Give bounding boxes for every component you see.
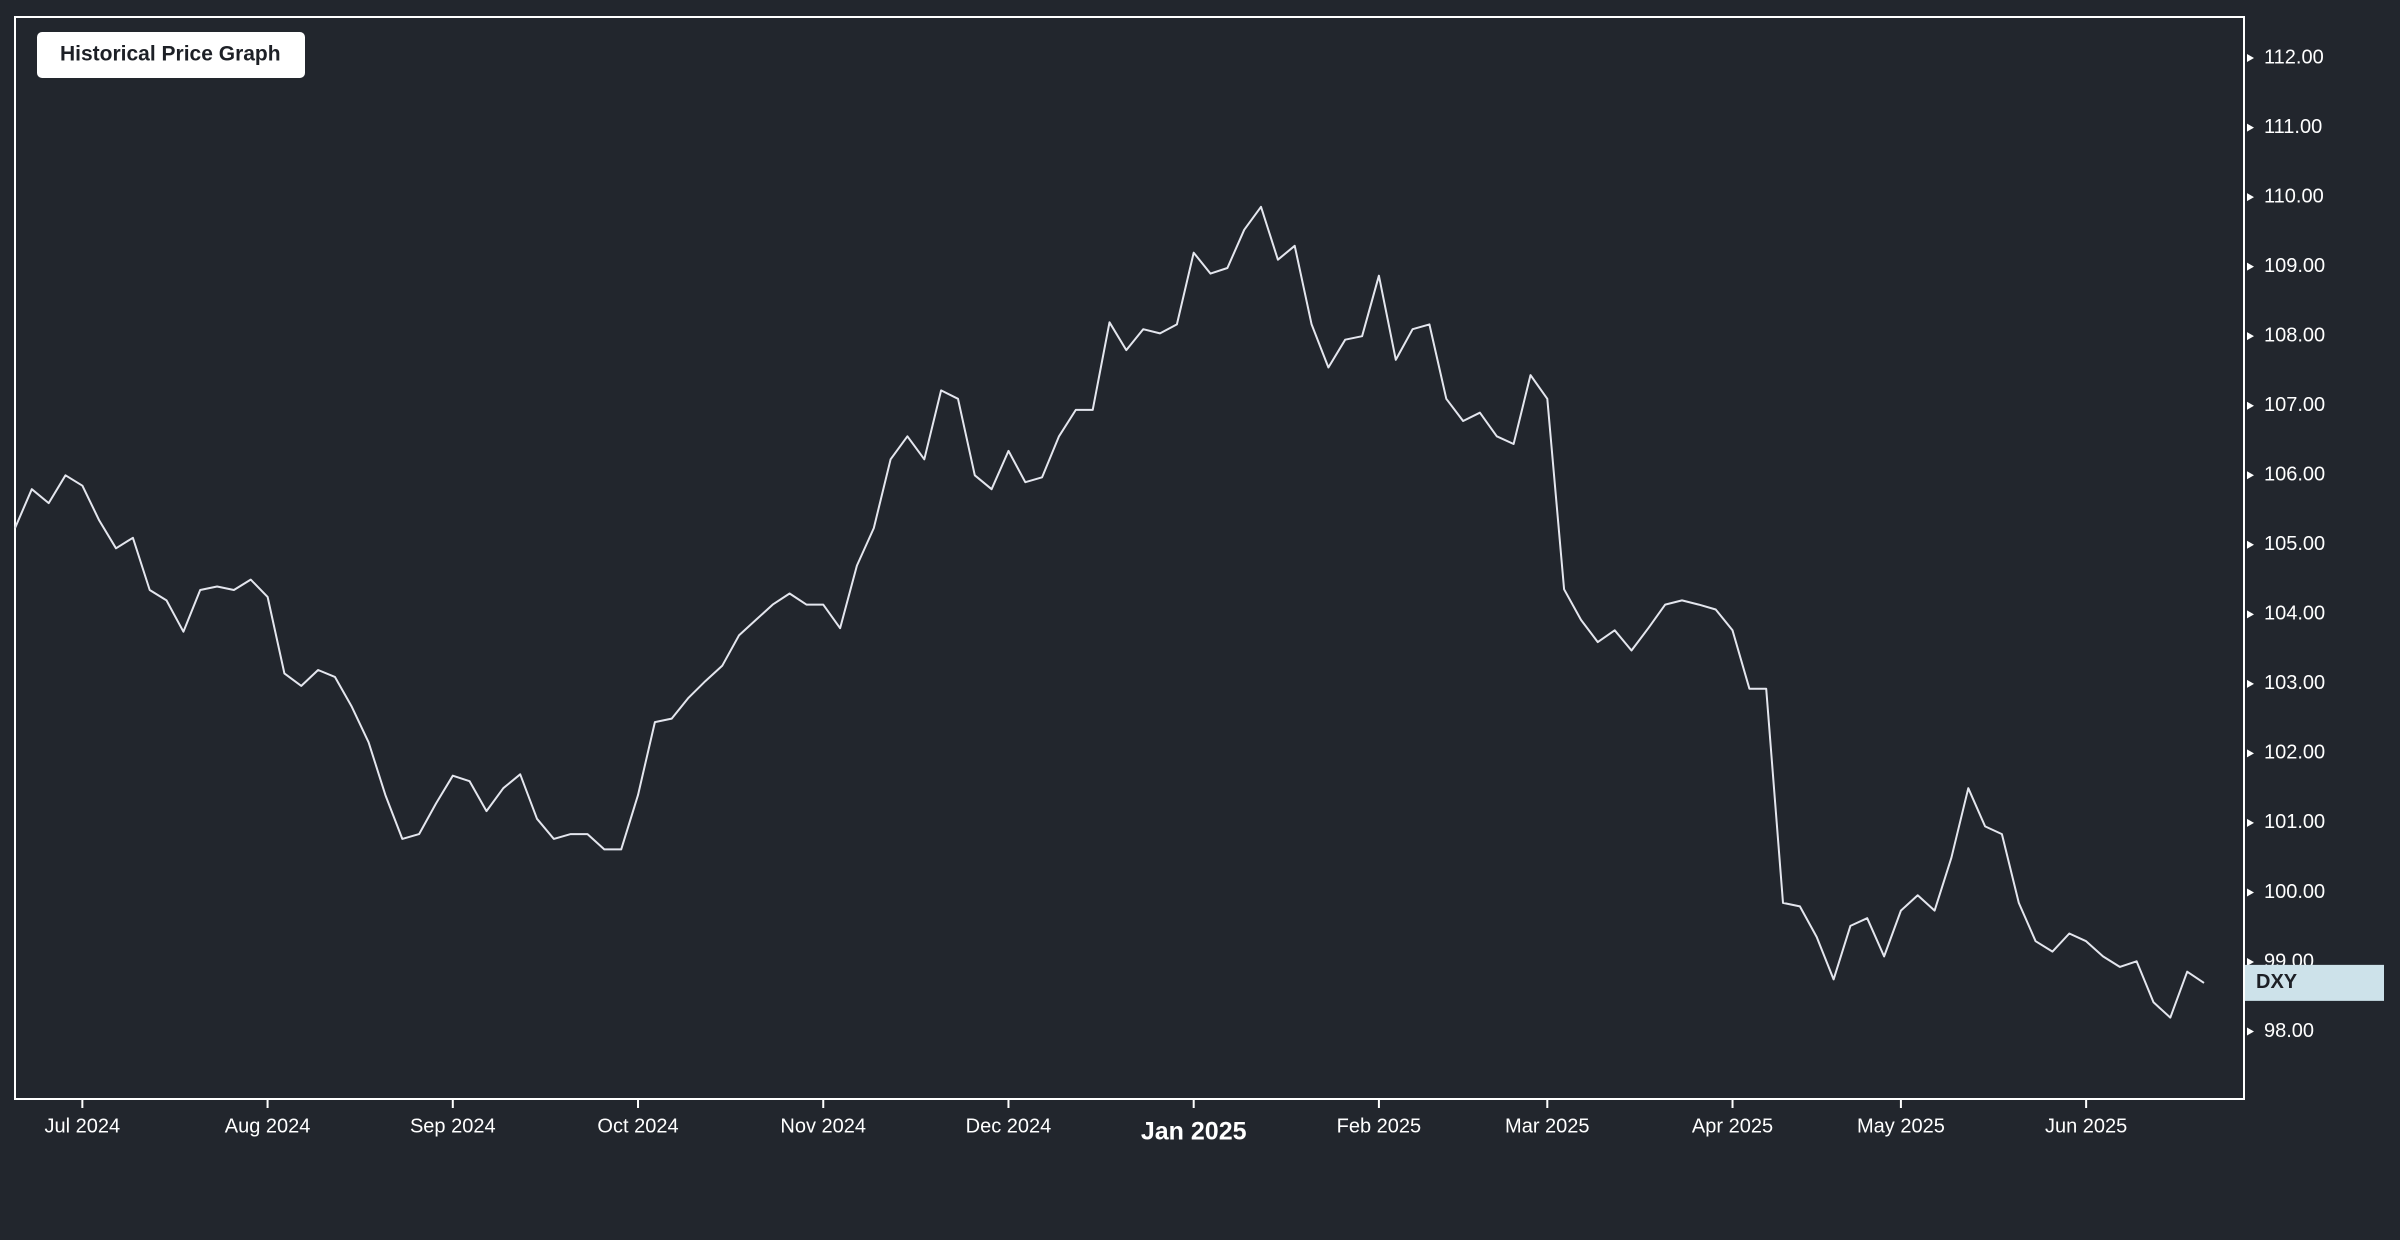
y-tick-mark bbox=[2247, 610, 2254, 619]
x-tick-label: Nov 2024 bbox=[780, 1115, 866, 1137]
y-tick-label: 111.00 bbox=[2264, 116, 2322, 138]
title-box bbox=[37, 32, 305, 78]
x-tick-label: Oct 2024 bbox=[597, 1115, 678, 1137]
series-tag bbox=[2245, 964, 2384, 1001]
y-tick-mark bbox=[2247, 54, 2254, 63]
y-tick-mark bbox=[2247, 540, 2254, 549]
y-tick-label: 105.00 bbox=[2264, 533, 2325, 555]
y-tick-mark bbox=[2247, 401, 2254, 410]
y-tick-mark bbox=[2247, 888, 2254, 897]
y-tick-label: 107.00 bbox=[2264, 394, 2325, 416]
y-tick-mark bbox=[2247, 262, 2254, 271]
price-line bbox=[14, 205, 2205, 1019]
y-tick-mark bbox=[2247, 679, 2254, 688]
y-tick-label: 106.00 bbox=[2264, 464, 2325, 486]
x-tick-label: Feb 2025 bbox=[1337, 1115, 1422, 1137]
y-tick-label: 101.00 bbox=[2264, 811, 2325, 833]
series-tag-label: DXY bbox=[2256, 971, 2298, 993]
y-tick-mark bbox=[2247, 193, 2254, 202]
y-tick-label: 112.00 bbox=[2264, 46, 2324, 68]
y-tick-label: 108.00 bbox=[2264, 324, 2325, 346]
y-tick-label: 100.00 bbox=[2264, 881, 2325, 903]
x-tick-label: Dec 2024 bbox=[966, 1115, 1052, 1137]
y-tick-label: 103.00 bbox=[2264, 672, 2325, 694]
y-tick-mark bbox=[2247, 471, 2254, 480]
x-tick-label: Jan 2025 bbox=[1141, 1118, 1247, 1146]
y-tick-mark bbox=[2247, 332, 2254, 341]
x-tick-label: Aug 2024 bbox=[225, 1115, 311, 1137]
y-tick-label: 98.00 bbox=[2264, 1020, 2314, 1042]
x-tick-label: Mar 2025 bbox=[1505, 1115, 1590, 1137]
chart-title: Historical Price Graph bbox=[60, 43, 281, 66]
y-tick-mark bbox=[2247, 123, 2254, 132]
y-tick-mark bbox=[2247, 958, 2254, 967]
y-tick-mark bbox=[2247, 818, 2254, 827]
y-tick-label: 109.00 bbox=[2264, 255, 2325, 277]
y-tick-label: 102.00 bbox=[2264, 742, 2325, 764]
y-tick-label: 104.00 bbox=[2264, 603, 2325, 625]
x-tick-label: Sep 2024 bbox=[410, 1115, 496, 1137]
y-tick-mark bbox=[2247, 1027, 2254, 1036]
x-tick-label: May 2025 bbox=[1857, 1115, 1945, 1137]
x-tick-label: Jun 2025 bbox=[2045, 1115, 2127, 1137]
x-tick-label: Jul 2024 bbox=[45, 1115, 121, 1137]
x-tick-label: Apr 2025 bbox=[1692, 1115, 1773, 1137]
plot-border bbox=[14, 16, 2245, 1100]
y-tick-mark bbox=[2247, 749, 2254, 758]
y-tick-label: 110.00 bbox=[2264, 185, 2324, 207]
